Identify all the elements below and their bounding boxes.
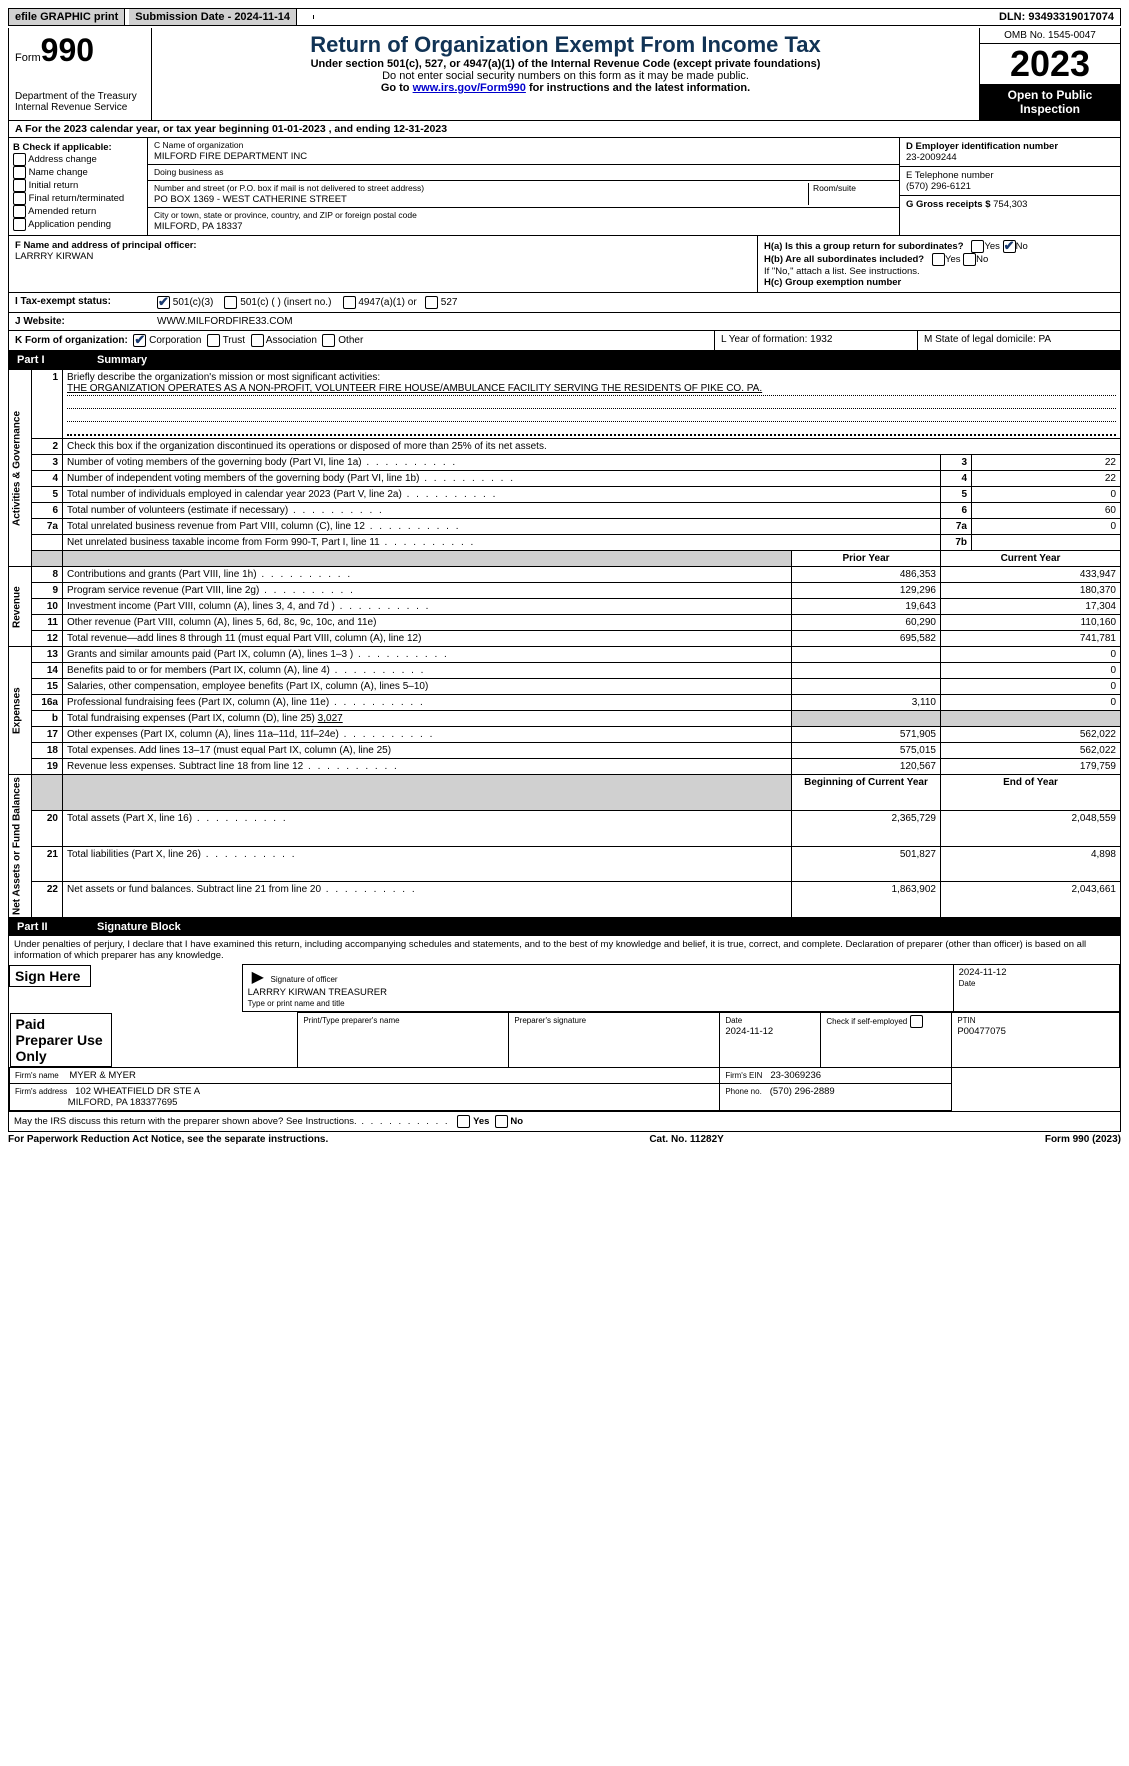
omb-number: OMB No. 1545-0047 bbox=[980, 28, 1120, 44]
summary-table: Activities & Governance 1 Briefly descri… bbox=[8, 369, 1121, 918]
state-domicile: M State of legal domicile: PA bbox=[917, 331, 1120, 350]
may-irs-discuss: May the IRS discuss this return with the… bbox=[9, 1111, 1120, 1131]
part-1-header: Part I Summary bbox=[8, 351, 1121, 369]
checkbox-hb-no[interactable] bbox=[963, 253, 976, 266]
perjury-declaration: Under penalties of perjury, I declare th… bbox=[9, 936, 1120, 964]
dept-treasury: Department of the Treasury bbox=[15, 91, 145, 102]
subtitle-2: Do not enter social security numbers on … bbox=[158, 70, 973, 82]
vert-governance: Activities & Governance bbox=[9, 370, 32, 567]
form-title: Return of Organization Exempt From Incom… bbox=[158, 32, 973, 58]
irs-label: Internal Revenue Service bbox=[15, 102, 145, 113]
checkbox-final-return[interactable] bbox=[13, 192, 26, 205]
form-header: Form990 Department of the Treasury Inter… bbox=[8, 28, 1121, 121]
tax-year: 2023 bbox=[980, 44, 1120, 84]
checkbox-self-employed[interactable] bbox=[910, 1015, 923, 1028]
checkbox-amended[interactable] bbox=[13, 205, 26, 218]
vert-expenses: Expenses bbox=[9, 647, 32, 775]
checkbox-initial-return[interactable] bbox=[13, 179, 26, 192]
form-number: Form990 bbox=[15, 32, 145, 69]
checkbox-corporation[interactable] bbox=[133, 334, 146, 347]
section-klm: K Form of organization: Corporation Trus… bbox=[8, 331, 1121, 351]
firm-phone: (570) 296-2889 bbox=[770, 1086, 835, 1097]
paid-preparer-table: Paid Preparer Use Only Print/Type prepar… bbox=[9, 1012, 1120, 1111]
efile-print-button[interactable]: efile GRAPHIC print bbox=[9, 9, 125, 25]
row-a-tax-year: A For the 2023 calendar year, or tax yea… bbox=[8, 121, 1121, 138]
officer-signature: LARRRY KIRWAN TREASURER bbox=[248, 987, 387, 998]
checkbox-501c3[interactable] bbox=[157, 296, 170, 309]
submission-date: Submission Date - 2024-11-14 bbox=[129, 9, 297, 25]
section-bcdeg: B Check if applicable: Address change Na… bbox=[8, 138, 1121, 236]
checkbox-discuss-yes[interactable] bbox=[457, 1115, 470, 1128]
firm-address-2: MILFORD, PA 183377695 bbox=[68, 1097, 178, 1108]
section-fh: F Name and address of principal officer:… bbox=[8, 236, 1121, 293]
checkbox-ha-yes[interactable] bbox=[971, 240, 984, 253]
firm-ein: 23-3069236 bbox=[770, 1070, 821, 1081]
checkbox-address-change[interactable] bbox=[13, 153, 26, 166]
website: WWW.MILFORDFIRE33.COM bbox=[157, 316, 293, 327]
ptin: P00477075 bbox=[957, 1026, 1006, 1037]
checkbox-trust[interactable] bbox=[207, 334, 220, 347]
dln-number: DLN: 93493319017074 bbox=[993, 9, 1120, 25]
vert-net-assets: Net Assets or Fund Balances bbox=[9, 775, 32, 918]
street-address: PO BOX 1369 - WEST CATHERINE STREET bbox=[154, 194, 347, 205]
checkbox-4947[interactable] bbox=[343, 296, 356, 309]
city-state-zip: MILFORD, PA 18337 bbox=[154, 221, 243, 232]
checkbox-hb-yes[interactable] bbox=[932, 253, 945, 266]
checkbox-other[interactable] bbox=[322, 334, 335, 347]
signature-block: Under penalties of perjury, I declare th… bbox=[8, 936, 1121, 1132]
checkbox-discuss-no[interactable] bbox=[495, 1115, 508, 1128]
instructions-link-row: Go to www.irs.gov/Form990 for instructio… bbox=[158, 82, 973, 94]
section-c: C Name of organization MILFORD FIRE DEPA… bbox=[148, 138, 900, 235]
principal-officer: LARRRY KIRWAN bbox=[15, 251, 93, 262]
subtitle-1: Under section 501(c), 527, or 4947(a)(1)… bbox=[158, 58, 973, 70]
org-name: MILFORD FIRE DEPARTMENT INC bbox=[154, 151, 307, 162]
top-bar: efile GRAPHIC print Submission Date - 20… bbox=[8, 8, 1121, 26]
checkbox-application-pending[interactable] bbox=[13, 218, 26, 231]
spacer bbox=[301, 15, 314, 19]
telephone: (570) 296-6121 bbox=[906, 181, 971, 192]
section-deg: D Employer identification number 23-2009… bbox=[900, 138, 1120, 235]
checkbox-name-change[interactable] bbox=[13, 166, 26, 179]
gross-receipts: 754,303 bbox=[993, 199, 1027, 210]
firm-name: MYER & MYER bbox=[69, 1070, 136, 1081]
section-j: J Website: WWW.MILFORDFIRE33.COM bbox=[8, 313, 1121, 331]
checkbox-association[interactable] bbox=[251, 334, 264, 347]
arrow-icon: ▶ bbox=[252, 969, 264, 986]
mission-text: THE ORGANIZATION OPERATES AS A NON-PROFI… bbox=[67, 383, 1116, 396]
year-formation: L Year of formation: 1932 bbox=[714, 331, 917, 350]
firm-address-1: 102 WHEATFIELD DR STE A bbox=[75, 1086, 200, 1097]
sign-here-table: Sign Here ▶ Signature of officer LARRRY … bbox=[9, 964, 1120, 1012]
checkbox-ha-no[interactable] bbox=[1003, 240, 1016, 253]
form990-link[interactable]: www.irs.gov/Form990 bbox=[413, 82, 526, 94]
section-b: B Check if applicable: Address change Na… bbox=[9, 138, 148, 235]
checkbox-527[interactable] bbox=[425, 296, 438, 309]
checkbox-501c[interactable] bbox=[224, 296, 237, 309]
section-i: I Tax-exempt status: 501(c)(3) 501(c) ( … bbox=[8, 293, 1121, 313]
page-footer: For Paperwork Reduction Act Notice, see … bbox=[8, 1132, 1121, 1147]
vert-revenue: Revenue bbox=[9, 567, 32, 647]
part-2-header: Part II Signature Block bbox=[8, 918, 1121, 936]
public-inspection: Open to Public Inspection bbox=[980, 84, 1120, 120]
ein: 23-2009244 bbox=[906, 152, 957, 163]
